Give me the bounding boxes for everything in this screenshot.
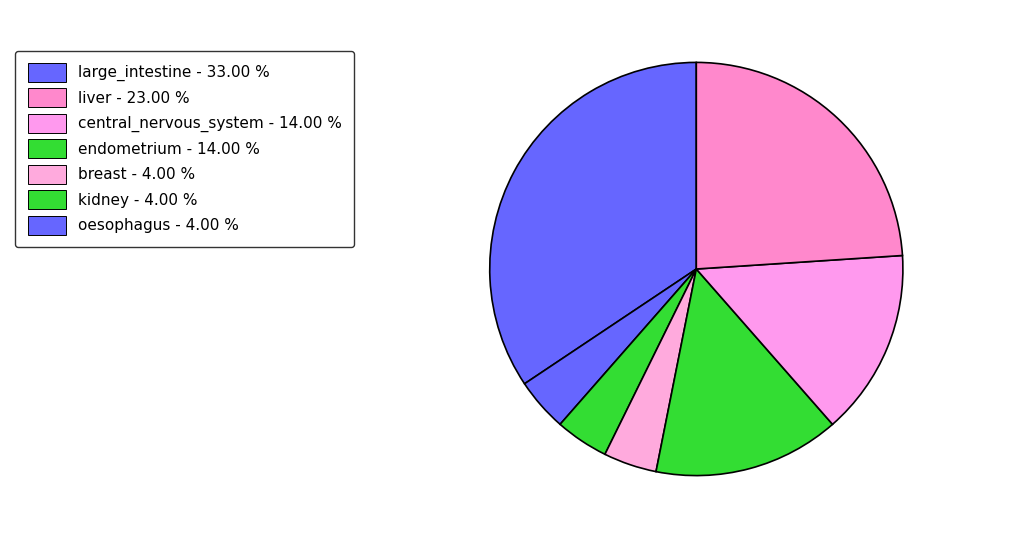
Wedge shape (489, 62, 696, 384)
Wedge shape (524, 269, 696, 424)
Wedge shape (560, 269, 696, 454)
Legend: large_intestine - 33.00 %, liver - 23.00 %, central_nervous_system - 14.00 %, en: large_intestine - 33.00 %, liver - 23.00… (15, 51, 354, 247)
Wedge shape (696, 62, 902, 269)
Wedge shape (656, 269, 833, 476)
Wedge shape (605, 269, 696, 472)
Wedge shape (696, 256, 903, 424)
